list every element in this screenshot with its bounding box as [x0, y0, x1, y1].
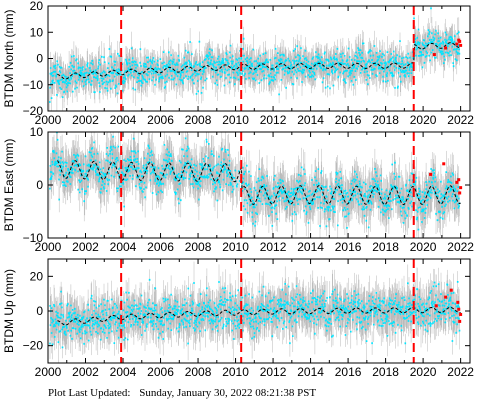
recent-point: [429, 172, 433, 176]
recent-point: [455, 42, 459, 46]
x-tick-label: 2004: [110, 365, 137, 379]
footer: Plot Last Updated: Sunday, January 30, 2…: [48, 387, 322, 399]
recent-point: [444, 46, 448, 50]
recent-point: [459, 312, 463, 316]
footer-label: Plot Last Updated:: [48, 387, 131, 399]
x-tick-label: 2002: [72, 365, 99, 379]
x-tick-label: 2006: [147, 365, 174, 379]
y-tick-label: 0: [36, 304, 43, 318]
y-axis-label: BTDM North (mm): [2, 10, 16, 108]
recent-point: [459, 186, 463, 190]
recent-point: [434, 304, 438, 308]
recent-point: [459, 43, 463, 47]
x-tick-label: 2010: [222, 113, 249, 127]
y-tick-label: 0: [36, 178, 43, 192]
error-bars: [49, 6, 460, 111]
plot-area: [49, 132, 463, 238]
x-tick-label: 2020: [410, 113, 437, 127]
recent-point: [456, 300, 460, 304]
data-points: [49, 7, 461, 103]
y-tick-label: 20: [30, 0, 44, 13]
x-tick-label: 2016: [335, 365, 362, 379]
y-tick-label: 10: [30, 125, 44, 139]
x-tick-label: 2020: [410, 240, 437, 254]
recent-point: [444, 295, 448, 299]
recent-point: [458, 319, 462, 323]
y-tick-label: 20: [30, 269, 44, 283]
y-tick-label: 10: [30, 25, 44, 39]
panel-2: 2000 2002 2004 2006 2008 2010 2012 2014 2016 2018…: [2, 125, 474, 254]
x-tick-label: 2016: [335, 113, 362, 127]
x-tick-label: 2012: [260, 240, 287, 254]
plot-area: [49, 259, 463, 363]
x-tick-label: 2004: [110, 240, 137, 254]
x-tick-label: 2008: [185, 365, 212, 379]
x-tick-label: 2022: [447, 365, 474, 379]
footer-timestamp: Sunday, January 30, 2022 08:21:38 PST: [139, 387, 317, 399]
error-bars: [49, 132, 460, 238]
x-tick-label: 2018: [372, 365, 399, 379]
model-line: [57, 42, 461, 80]
y-axis-label: BTDM East (mm): [2, 139, 16, 232]
x-tick-label: 2014: [297, 240, 324, 254]
x-tick-label: 2002: [72, 240, 99, 254]
recent-point: [442, 162, 446, 166]
recent-point: [458, 39, 462, 43]
x-tick-label: 2000: [35, 113, 62, 127]
y-tick-label: −20: [23, 104, 44, 118]
recent-point: [432, 53, 436, 57]
x-tick-label: 2014: [297, 365, 324, 379]
x-tick-label: 2010: [222, 365, 249, 379]
recent-point: [457, 307, 461, 311]
y-tick-label: −20: [23, 339, 44, 353]
x-tick-label: 2018: [372, 240, 399, 254]
x-tick-label: 2016: [335, 240, 362, 254]
recent-point: [457, 178, 461, 182]
x-tick-label: 2018: [372, 113, 399, 127]
model-line: [57, 306, 461, 326]
x-tick-label: 2022: [447, 113, 474, 127]
x-tick-label: 2012: [260, 365, 287, 379]
x-tick-label: 2000: [35, 240, 62, 254]
x-tick-label: 2012: [260, 113, 287, 127]
x-tick-label: 2010: [222, 240, 249, 254]
x-tick-label: 2004: [110, 113, 137, 127]
x-tick-label: 2014: [297, 113, 324, 127]
y-tick-label: 0: [36, 52, 43, 66]
plot-area: [49, 6, 463, 111]
x-tick-label: 2002: [72, 113, 99, 127]
y-tick-label: −10: [23, 231, 44, 245]
x-tick-label: 2006: [147, 113, 174, 127]
x-tick-label: 2022: [447, 240, 474, 254]
panel-3: 2000 2002 2004 2006 2008 2010 2012 2014 2016 2018…: [2, 258, 474, 379]
recent-point: [449, 288, 453, 292]
recent-point: [455, 180, 459, 184]
x-tick-label: 2008: [185, 240, 212, 254]
panel-1: 2000 2002 2004 2006 2008 2010 2012 2014 2016 2018…: [2, 0, 474, 127]
x-tick-label: 2000: [35, 365, 62, 379]
y-axis-label: BTDM Up (mm): [2, 269, 16, 353]
x-tick-label: 2020: [410, 365, 437, 379]
recent-point: [458, 191, 462, 195]
x-tick-label: 2008: [185, 113, 212, 127]
x-tick-label: 2006: [147, 240, 174, 254]
y-tick-label: −10: [23, 78, 44, 92]
